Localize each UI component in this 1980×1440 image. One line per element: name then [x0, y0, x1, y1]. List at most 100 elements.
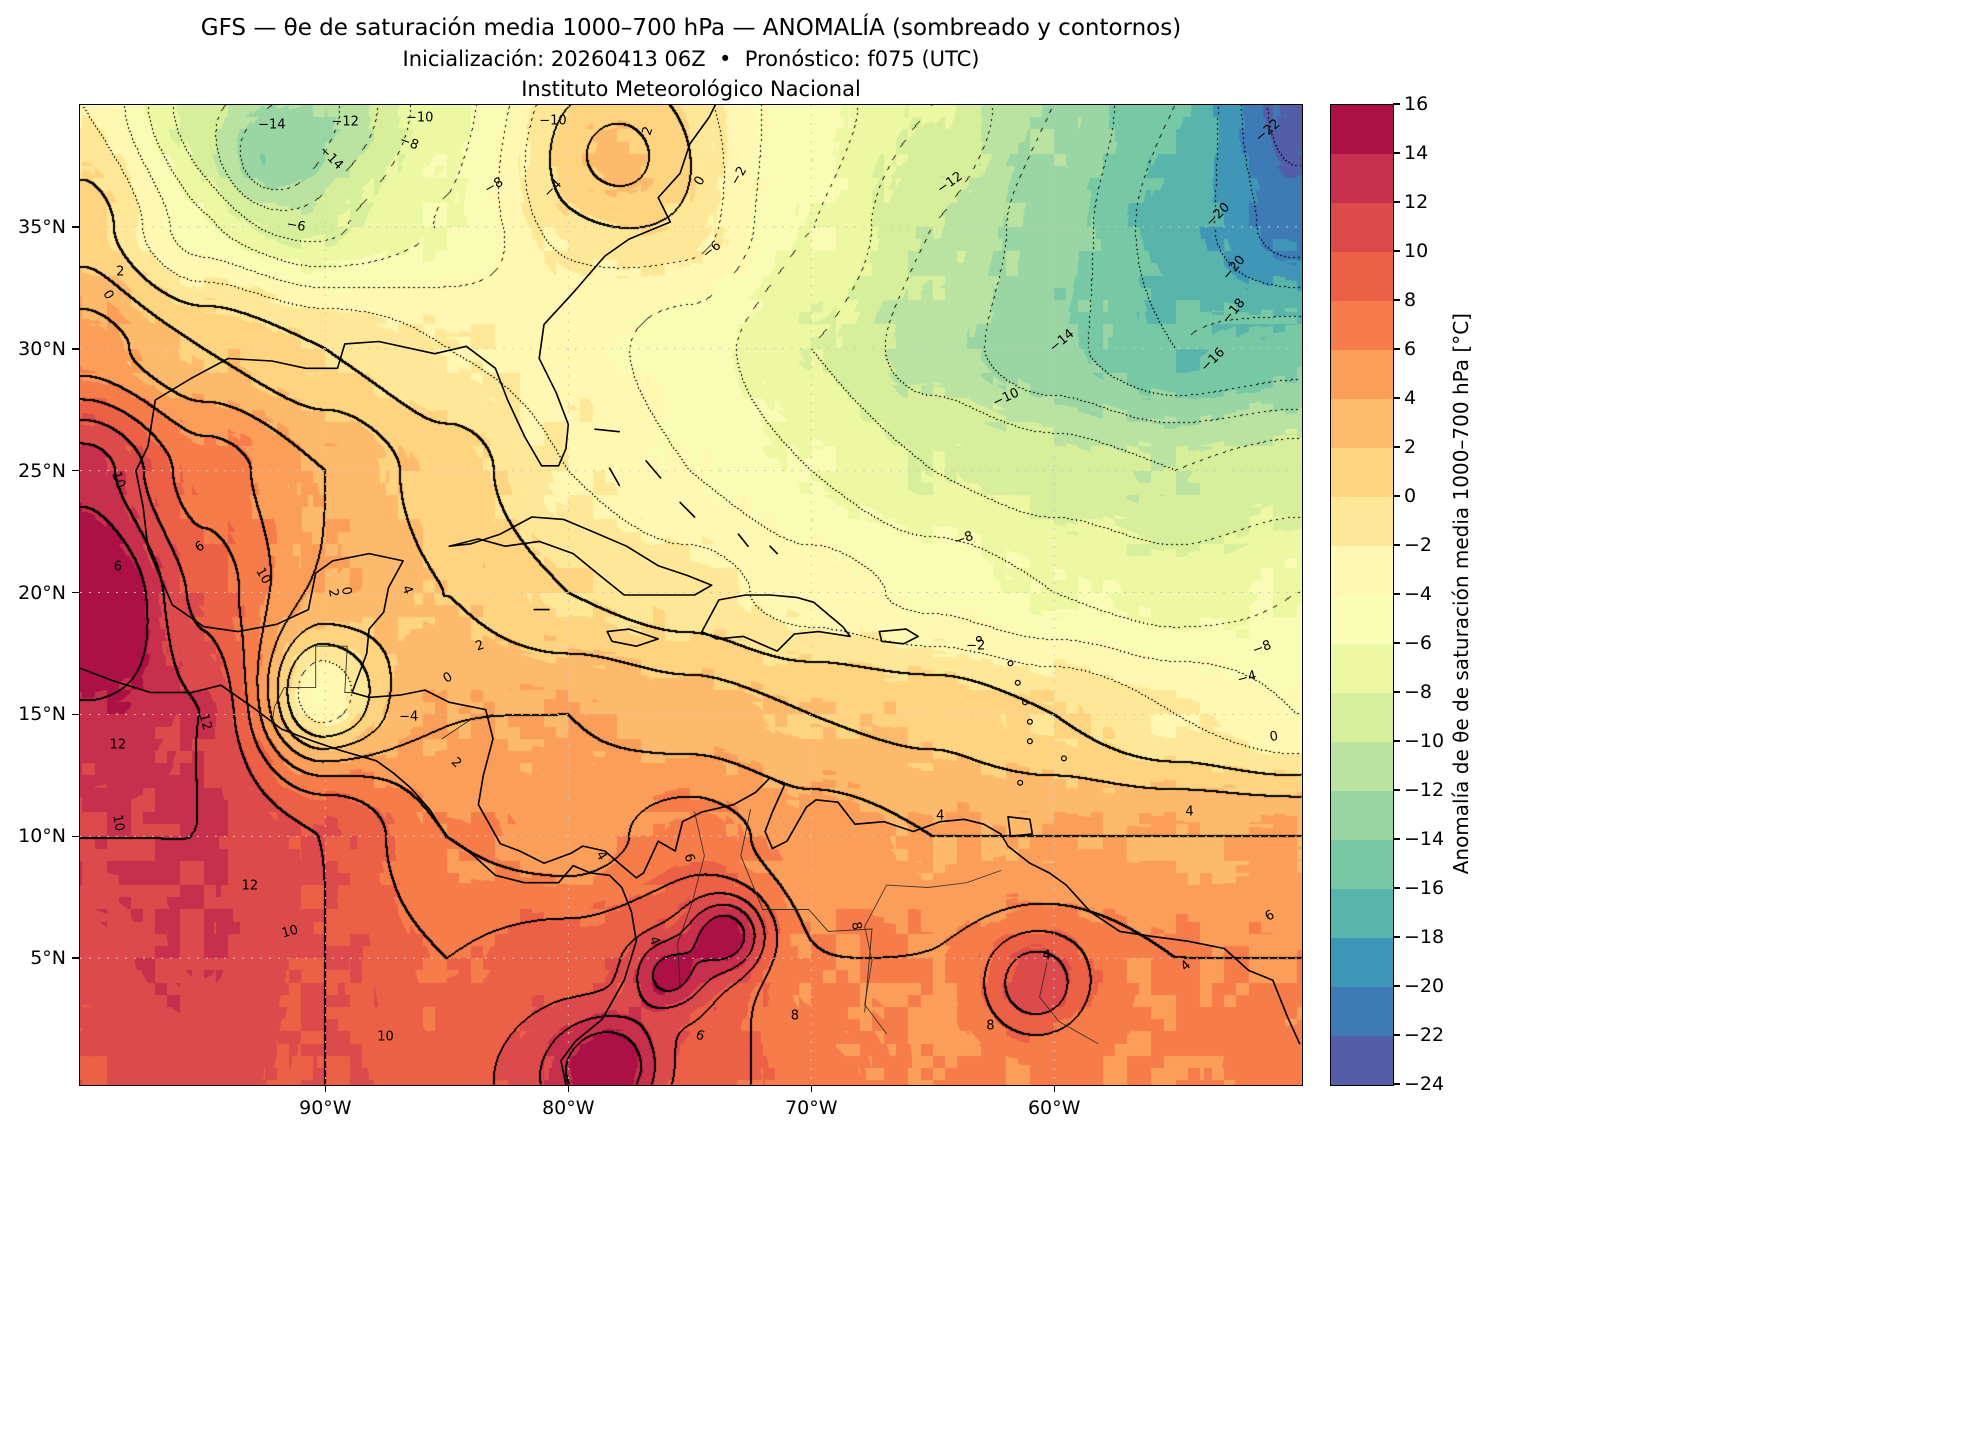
small-island: [1026, 718, 1033, 725]
contour-label: 6: [192, 538, 208, 556]
colorbar-tick-label: −24: [1404, 1073, 1445, 1095]
coastline: [80, 667, 638, 1085]
contour-label: 4: [936, 808, 945, 824]
contour-label: 4: [1177, 957, 1194, 975]
colorbar-tick-label: 16: [1404, 93, 1429, 115]
colorbar-tick-label: 10: [1404, 240, 1429, 262]
colorbar-tick-mark: [1393, 985, 1400, 987]
contour-label: −4: [399, 709, 419, 725]
contour-label: 0: [99, 287, 117, 303]
colorbar-tick-mark: [1393, 299, 1400, 301]
contour-labels-layer: −14 −12 −10 −10 −14 −8 −8 −6 −4 0 −2 2 −12 −22 −20 −20−…: [80, 105, 1302, 1085]
colorbar-segment: [1331, 938, 1393, 987]
country-border: [271, 645, 353, 725]
colorbar-tick-mark: [1393, 348, 1400, 350]
contour-label: −8: [951, 528, 976, 550]
contour-label: 4: [1042, 948, 1051, 964]
small-island: [1017, 779, 1024, 786]
contour-label: −14: [315, 142, 346, 173]
colorbar-tick-mark: [1393, 789, 1400, 791]
contour-label: −10: [990, 385, 1022, 411]
colorbar-segment: [1331, 252, 1393, 301]
contour-label: 6: [693, 1027, 707, 1045]
colorbar-segment: [1331, 350, 1393, 399]
contour-label: 4: [591, 848, 610, 864]
contour-label: 0: [440, 669, 456, 687]
y-tick-mark: [72, 835, 79, 838]
colorbar-segment: [1331, 301, 1393, 350]
contour-label: 0: [690, 174, 709, 189]
contour-label: 10: [280, 922, 301, 942]
contour-label: 2: [639, 124, 657, 138]
x-tick-label: 80°W: [542, 1097, 595, 1119]
title-block: GFS — θe de saturación media 1000–700 hP…: [80, 12, 1302, 104]
colorbar-segment: [1331, 742, 1393, 791]
y-tick-label: 20°N: [18, 581, 66, 604]
colorbar-tick-label: 12: [1404, 191, 1429, 213]
colorbar-tick-label: −10: [1404, 730, 1445, 752]
colorbar-tick-label: 14: [1404, 142, 1429, 164]
colorbar-tick-mark: [1393, 691, 1400, 693]
x-tick-label: 70°W: [785, 1097, 838, 1119]
river-line: [1039, 962, 1099, 1045]
small-island: [1007, 660, 1014, 667]
country-border: [740, 809, 873, 1013]
contour-label: −12: [934, 169, 966, 198]
contour-label: −6: [285, 216, 308, 235]
contour-label: −4: [540, 177, 565, 202]
contour-label: −22: [1252, 116, 1284, 147]
contour-label: −10: [405, 110, 434, 126]
contour-label: 12: [109, 737, 127, 753]
colorbar-tick-label: −2: [1404, 534, 1433, 556]
contour-label: −6: [699, 238, 724, 262]
coastline: [1007, 815, 1034, 838]
y-tick-label: 30°N: [18, 337, 66, 360]
x-tick-label: 60°W: [1027, 1097, 1081, 1119]
colorbar: [1330, 104, 1394, 1086]
small-island: [975, 635, 982, 642]
contour-label: −20: [1218, 252, 1249, 284]
colorbar-tick-mark: [1393, 887, 1400, 889]
contour-label: 6: [680, 851, 697, 864]
colorbar-tick-mark: [1393, 152, 1400, 154]
colorbar-tick-label: 6: [1404, 338, 1417, 360]
coastline: [645, 460, 662, 479]
y-tick-mark: [72, 591, 79, 594]
colorbar-segment: [1331, 987, 1393, 1036]
colorbar-tick-label: −22: [1404, 1024, 1445, 1046]
contour-label: −10: [539, 113, 567, 129]
colorbar-tick-label: 8: [1404, 289, 1417, 311]
contour-label: −16: [1197, 344, 1228, 375]
y-tick-mark: [72, 713, 79, 716]
contour-label: 0: [1268, 728, 1280, 746]
colorbar-segment: [1331, 595, 1393, 644]
colorbar-tick-label: −4: [1404, 583, 1433, 605]
colorbar-tick-label: −12: [1404, 779, 1445, 801]
colorbar-tick-mark: [1393, 740, 1400, 742]
contour-label: −2: [966, 638, 986, 654]
map-overlay-svg: [80, 105, 1302, 1085]
colorbar-tick-mark: [1393, 838, 1400, 840]
colorbar-tick-mark: [1393, 544, 1400, 546]
colorbar-segment: [1331, 154, 1393, 203]
y-tick-mark: [72, 469, 79, 472]
x-tick-label: 90°W: [299, 1097, 352, 1119]
colorbar-tick-label: −6: [1404, 632, 1433, 654]
x-tick-mark: [324, 1085, 327, 1092]
colorbar-segment: [1331, 1036, 1393, 1085]
colorbar-segment: [1331, 546, 1393, 595]
contour-label: 2: [116, 264, 125, 280]
colorbar-segment: [1331, 203, 1393, 252]
small-island: [1060, 755, 1067, 762]
colorbar-tick-label: 0: [1404, 485, 1417, 507]
contour-label: 8: [847, 920, 865, 932]
coastline: [701, 594, 851, 652]
contour-label: 12: [241, 878, 259, 894]
contour-label: 6: [1262, 907, 1278, 926]
y-tick-mark: [72, 226, 79, 228]
colorbar-segment: [1331, 791, 1393, 840]
colorbar-tick-label: −18: [1404, 926, 1445, 948]
coastline: [679, 501, 696, 518]
colorbar-tick-label: 2: [1404, 436, 1417, 458]
contour-label: 10: [252, 565, 274, 588]
